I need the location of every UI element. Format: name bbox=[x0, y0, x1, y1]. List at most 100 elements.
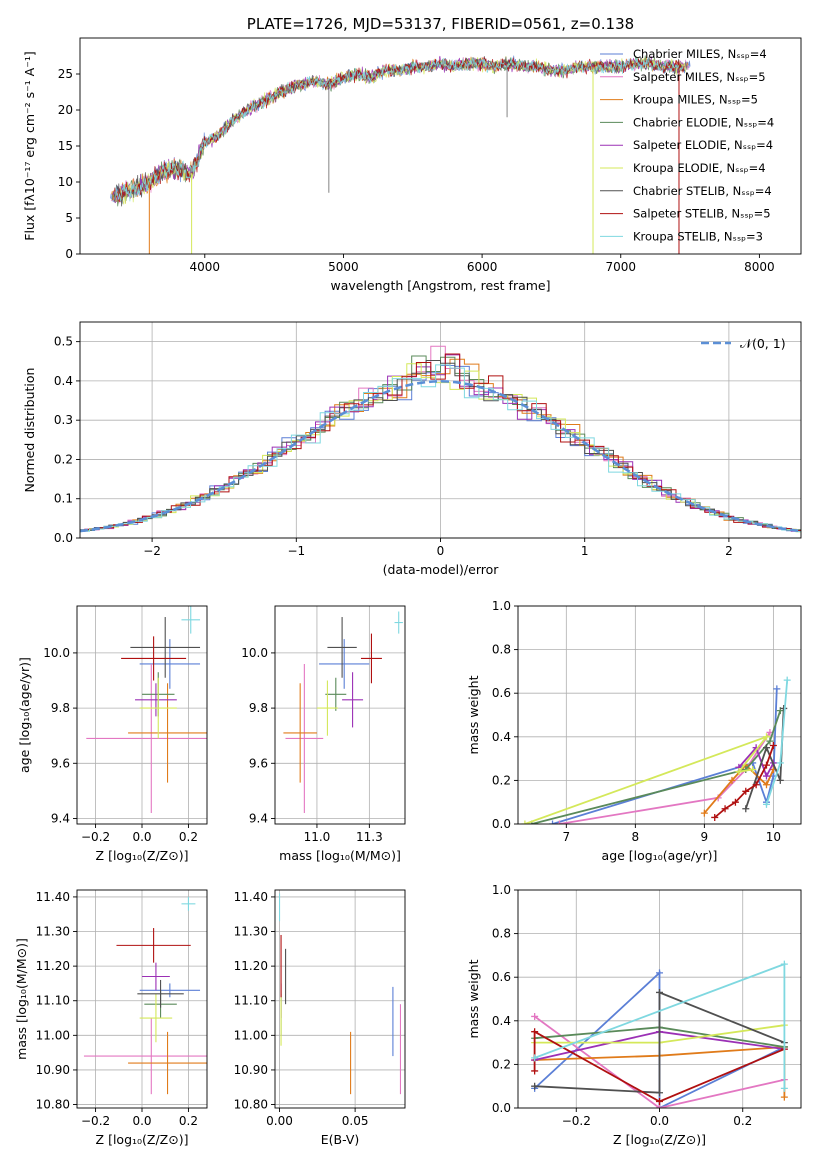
legend: 𝒩(0, 1) bbox=[701, 336, 786, 351]
y-tick-label: 0.6 bbox=[492, 686, 511, 700]
y-axis-label: Normed distribution bbox=[22, 368, 37, 493]
x-axis-label: mass [log₁₀(M/M⊙)] bbox=[279, 848, 401, 863]
y-tick-label: 0.4 bbox=[492, 1014, 511, 1028]
y-axis-label: mass weight bbox=[466, 675, 481, 754]
chart-title: PLATE=1726, MJD=53137, FIBERID=0561, z=0… bbox=[247, 15, 634, 33]
y-tick-label: 0.2 bbox=[492, 1057, 511, 1071]
x-tick-label: 0.00 bbox=[266, 1114, 293, 1128]
y-tick-label: 0.0 bbox=[492, 1101, 511, 1115]
spectrum-line-salpeter_miles bbox=[110, 56, 690, 204]
y-tick-label: 0.0 bbox=[54, 531, 73, 545]
legend-entry: Chabrier STELIB, Nₛₛₚ=4 bbox=[633, 184, 772, 198]
y-tick-label: 0.1 bbox=[54, 492, 73, 506]
y-tick-label: 20 bbox=[58, 103, 73, 117]
y-axis-label: age [log₁₀(age/yr)] bbox=[17, 657, 32, 773]
y-tick-label: 0.0 bbox=[492, 817, 511, 831]
weight-marker-kroupa_elodie bbox=[735, 768, 743, 776]
plot-area bbox=[521, 676, 791, 824]
weight-line-chabrier_stelib bbox=[744, 708, 785, 809]
weight-marker-chabrier_stelib bbox=[656, 1089, 663, 1097]
weight-marker-salpeter_miles bbox=[531, 1012, 539, 1020]
chart-mass_vs_ebv: 0.00 0.05 10.80 10.90 11.00 11.10 11.20 11.30 11… bbox=[234, 889, 406, 1147]
legend-entry: Kroupa MILES, Nₛₛₚ=5 bbox=[633, 93, 758, 107]
y-tick-label: 9.8 bbox=[249, 701, 268, 715]
x-tick-label: 7000 bbox=[605, 260, 636, 274]
weight-marker-salpeter_miles bbox=[555, 820, 563, 824]
x-tick-label: −0.2 bbox=[81, 1114, 110, 1128]
spectrum-line-chabrier_miles bbox=[110, 55, 691, 204]
y-tick-label: 9.4 bbox=[51, 811, 70, 825]
weight-marker-salpeter_stelib bbox=[656, 1097, 663, 1105]
x-tick-label: 0.2 bbox=[179, 1114, 198, 1128]
x-axis-label: E(B-V) bbox=[321, 1132, 360, 1147]
y-tick-label: 10.0 bbox=[241, 646, 268, 660]
weight-marker-kroupa_stelib bbox=[780, 960, 788, 968]
y-tick-label: 11.20 bbox=[234, 959, 268, 973]
y-tick-label: 11.00 bbox=[234, 1028, 268, 1042]
weight-marker-salpeter_stelib bbox=[531, 1067, 539, 1075]
weight-marker-salpeter_stelib bbox=[531, 1028, 539, 1036]
histogram-kroupa_stelib bbox=[80, 364, 801, 533]
legend-entry: Salpeter ELODIE, Nₛₛₚ=4 bbox=[633, 138, 773, 152]
axes-frame bbox=[274, 889, 406, 1109]
x-axis-label: Z [log₁₀(Z/Z⊙)] bbox=[96, 848, 189, 863]
legend-entry: Salpeter MILES, Nₛₛₚ=5 bbox=[633, 70, 766, 84]
weight-marker-kroupa_stelib bbox=[783, 676, 791, 684]
weight-marker-chabrier_miles bbox=[549, 820, 557, 824]
spectrum-line-chabrier_stelib bbox=[113, 56, 686, 207]
axes-frame bbox=[517, 605, 802, 825]
spectrum-line-kroupa_stelib bbox=[114, 56, 684, 202]
weight-marker-salpeter_elodie bbox=[762, 772, 770, 780]
y-tick-label: 11.30 bbox=[36, 925, 70, 939]
y-tick-label: 9.4 bbox=[249, 811, 268, 825]
plot-area bbox=[80, 345, 801, 533]
plot-area bbox=[283, 611, 403, 813]
weight-marker-chabrier_miles bbox=[773, 685, 781, 693]
plot-area bbox=[531, 960, 788, 1108]
x-tick-label: 8000 bbox=[744, 260, 775, 274]
y-tick-label: 0.4 bbox=[492, 730, 511, 744]
y-tick-label: 11.40 bbox=[234, 890, 268, 904]
y-tick-label: 11.20 bbox=[36, 959, 70, 973]
x-axis-label: wavelength [Angstrom, rest frame] bbox=[330, 278, 550, 293]
weight-marker-kroupa_elodie bbox=[762, 733, 770, 741]
chart-mass_weight_vs_z: −0.2 0.0 0.2 0.0 0.2 0.4 0.6 0.8 1.0 Z [log₁₀(Z/Z… bbox=[466, 883, 802, 1147]
y-tick-label: 25 bbox=[58, 67, 73, 81]
legend-entry: Kroupa ELODIE, Nₛₛₚ=4 bbox=[633, 161, 766, 175]
weight-marker-kroupa_elodie bbox=[521, 820, 529, 824]
weight-marker-chabrier_stelib bbox=[656, 988, 663, 996]
weight-marker-kroupa_stelib bbox=[531, 1054, 539, 1062]
plot-area bbox=[278, 893, 402, 1095]
weight-marker-kroupa_miles bbox=[780, 1093, 788, 1101]
x-tick-label: −0.2 bbox=[81, 830, 110, 844]
normal-curve bbox=[80, 379, 801, 533]
y-tick-label: 0.8 bbox=[492, 927, 511, 941]
plot-area bbox=[83, 896, 207, 1095]
legend-entry: Salpeter STELIB, Nₛₛₚ=5 bbox=[633, 207, 771, 221]
spectrum-line-chabrier_elodie bbox=[111, 55, 688, 207]
y-tick-label: 0.8 bbox=[492, 643, 511, 657]
plot-area bbox=[86, 606, 207, 813]
x-tick-label: −0.2 bbox=[562, 1114, 591, 1128]
x-tick-label: 10 bbox=[766, 830, 781, 844]
weight-marker-kroupa_stelib bbox=[776, 759, 784, 767]
y-tick-label: 9.6 bbox=[249, 756, 268, 770]
x-tick-label: 1 bbox=[581, 544, 589, 558]
weight-line-salpeter_stelib bbox=[533, 1030, 785, 1103]
chart-mass_weight_vs_age: 7 8 9 10 0.0 0.2 0.4 0.6 0.8 1.0 age [log₁₀(age/yr… bbox=[466, 599, 802, 863]
weight-marker-kroupa_miles bbox=[762, 781, 770, 789]
y-tick-label: 11.30 bbox=[234, 925, 268, 939]
y-tick-label: 1.0 bbox=[492, 883, 511, 897]
spectrum-line-kroupa_elodie bbox=[113, 56, 686, 205]
x-tick-label: 4000 bbox=[190, 260, 221, 274]
x-axis-label: Z [log₁₀(Z/Z⊙)] bbox=[96, 1132, 189, 1147]
weight-line-chabrier_miles bbox=[552, 688, 778, 824]
y-tick-label: 10.90 bbox=[36, 1063, 70, 1077]
x-tick-label: 0.2 bbox=[179, 830, 198, 844]
spectrum-line-salpeter_elodie bbox=[112, 55, 687, 204]
y-tick-label: 11.00 bbox=[36, 1028, 70, 1042]
weight-marker-kroupa_miles bbox=[700, 809, 708, 817]
y-axis-label: mass [log₁₀(M/M⊙)] bbox=[14, 938, 29, 1060]
y-tick-label: 0.2 bbox=[492, 773, 511, 787]
x-tick-label: 7 bbox=[562, 830, 570, 844]
